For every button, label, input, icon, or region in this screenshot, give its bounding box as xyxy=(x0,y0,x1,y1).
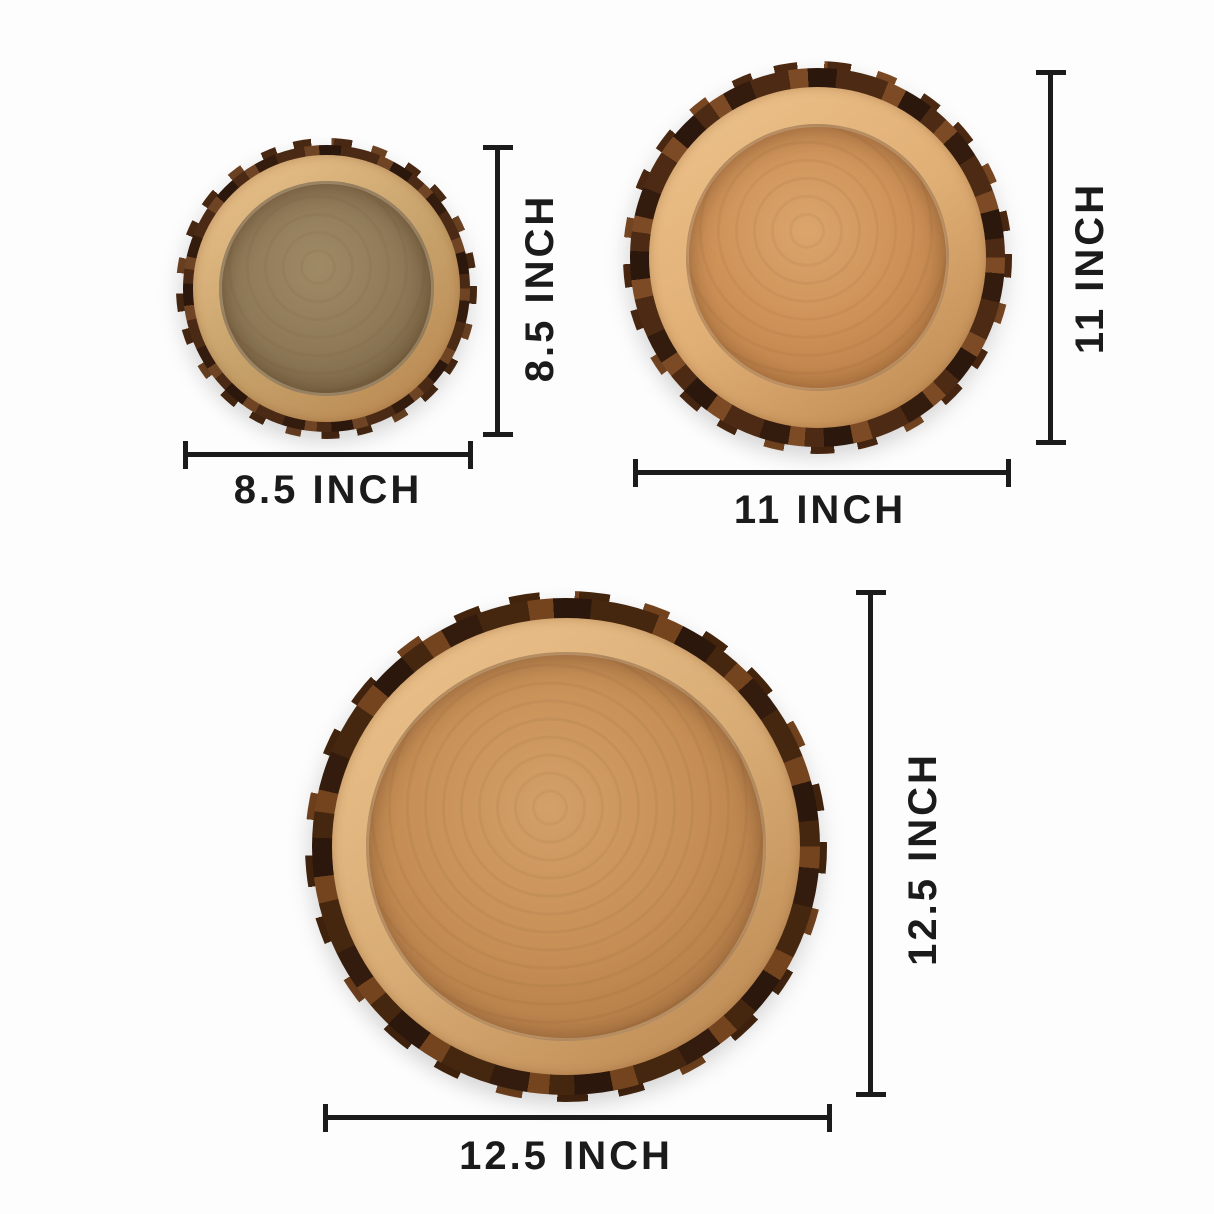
large-tray-width-dimension-line xyxy=(323,1115,832,1120)
small-tray-height-dimension-line xyxy=(495,145,500,437)
large-tray-width-label: 12.5 INCH xyxy=(459,1134,673,1178)
large-tray-height-label: 12.5 INCH xyxy=(901,752,945,966)
small-tray-width-dimension-line xyxy=(183,452,473,457)
medium-tray-width-dimension-line xyxy=(633,470,1011,475)
small-tray-width-label: 8.5 INCH xyxy=(233,468,423,512)
medium-tray-height-dimension-line xyxy=(1048,70,1053,445)
medium-tray-photo xyxy=(623,61,1012,454)
large-tray-height-dimension-line xyxy=(868,590,873,1097)
large-tray-photo xyxy=(305,591,827,1102)
small-tray-well xyxy=(219,181,434,396)
small-tray-height-label: 8.5 INCH xyxy=(518,193,562,383)
medium-tray-well xyxy=(686,124,949,391)
medium-tray-height-label: 11 INCH xyxy=(1068,181,1112,355)
small-tray-photo xyxy=(176,138,477,439)
large-tray-well xyxy=(366,652,766,1041)
medium-tray-width-label: 11 INCH xyxy=(733,488,907,532)
